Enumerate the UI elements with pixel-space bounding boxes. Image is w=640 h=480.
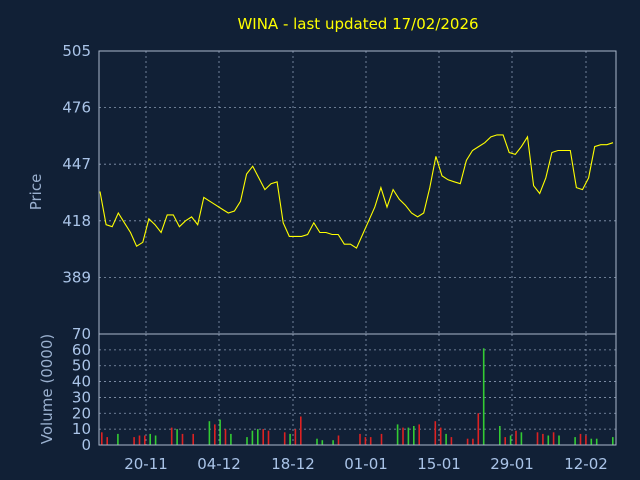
volume-bar — [101, 432, 103, 445]
volume-bar — [230, 433, 232, 445]
volume-bar — [283, 432, 286, 445]
volume-bar — [224, 429, 227, 445]
volume-bar — [482, 348, 485, 445]
volume-y-tick: 30 — [72, 388, 91, 406]
volume-bar — [413, 426, 415, 445]
volume-bar — [515, 430, 517, 445]
volume-bar — [364, 437, 367, 445]
volume-y-tick: 50 — [72, 357, 91, 375]
volume-y-tick: 60 — [72, 341, 91, 359]
volume-bar — [289, 433, 291, 445]
volume-bar — [149, 433, 151, 445]
volume-bar — [595, 438, 598, 445]
volume-bar — [214, 424, 216, 445]
volume-bar — [547, 435, 550, 445]
volume-bar — [558, 435, 560, 445]
volume-bar — [332, 440, 334, 445]
x-tick: 18-12 — [271, 455, 315, 473]
volume-bar — [477, 413, 480, 445]
volume-bar — [542, 433, 544, 445]
volume-bar — [170, 427, 173, 445]
volume-y-tick: 70 — [72, 325, 91, 343]
volume-bar — [257, 429, 259, 445]
volume-bar — [321, 440, 324, 445]
volume-bar — [181, 433, 184, 445]
volume-y-tick: 10 — [72, 420, 91, 438]
price-y-tick: 476 — [62, 99, 91, 117]
volume-bar — [117, 433, 119, 445]
volume-bar — [472, 438, 474, 445]
volume-bar — [590, 438, 593, 445]
price-line — [99, 134, 614, 249]
price-y-tick: 418 — [62, 212, 91, 230]
volume-bar — [396, 424, 399, 445]
volume-bar — [154, 435, 157, 445]
volume-bar — [294, 429, 297, 445]
volume-bar — [579, 433, 582, 445]
volume-y-tick: 0 — [81, 436, 91, 454]
volume-bar — [246, 437, 248, 445]
volume-bar — [300, 416, 302, 445]
volume-grid — [99, 334, 616, 445]
volume-bar — [316, 438, 318, 445]
volume-bar — [536, 432, 539, 445]
volume-bars — [101, 348, 614, 445]
x-tick: 01-01 — [344, 455, 388, 473]
x-tick: 29-01 — [490, 455, 534, 473]
x-tick: 15-01 — [417, 455, 461, 473]
price-y-tick: 505 — [62, 42, 91, 60]
volume-bar — [192, 433, 194, 445]
volume-bar — [262, 429, 264, 445]
volume-bar — [552, 432, 555, 445]
volume-bar — [138, 435, 141, 445]
price-y-tick: 389 — [62, 268, 91, 286]
volume-bar — [106, 437, 108, 445]
price-y-tick-labels: 505 476 447 418 389 — [62, 42, 91, 286]
volume-bar — [504, 437, 506, 445]
volume-bar — [418, 424, 420, 445]
volume-bar — [176, 429, 178, 445]
price-grid — [99, 51, 616, 334]
x-tick: 12-02 — [564, 455, 608, 473]
volume-bar — [369, 437, 372, 445]
volume-bar — [450, 437, 453, 445]
volume-bar — [466, 438, 469, 445]
volume-y-tick: 20 — [72, 404, 91, 422]
volume-bar — [585, 435, 587, 445]
volume-bar — [133, 437, 135, 445]
volume-bar — [407, 427, 410, 445]
volume-bar — [144, 435, 146, 445]
volume-bar — [402, 427, 404, 445]
price-series — [99, 134, 614, 249]
x-tick: 04-12 — [197, 455, 241, 473]
volume-bar — [499, 426, 501, 445]
x-tick: 20-11 — [124, 455, 168, 473]
price-axis-label: Price — [27, 174, 45, 211]
volume-axis-label: Volume (0000) — [38, 334, 56, 444]
volume-bar — [434, 421, 437, 445]
volume-y-tick: 40 — [72, 373, 91, 391]
volume-bar — [439, 427, 442, 445]
volume-panel-frame — [98, 333, 617, 446]
volume-bar — [612, 437, 614, 445]
chart-title: WINA - last updated 17/02/2026 — [237, 15, 478, 33]
volume-bar — [337, 435, 340, 445]
volume-bar — [380, 433, 383, 445]
volume-bar — [267, 430, 270, 445]
volume-bar — [520, 432, 523, 445]
price-y-tick: 447 — [62, 155, 91, 173]
volume-bar — [445, 433, 447, 445]
volume-bar — [208, 421, 211, 445]
volume-bar — [219, 419, 221, 445]
volume-bar — [574, 437, 576, 445]
x-tick-labels: 20-11 04-12 18-12 01-01 15-01 29-01 12-02 — [124, 455, 608, 473]
volume-bar — [359, 433, 361, 445]
volume-bar — [251, 430, 254, 445]
volume-bar — [509, 435, 512, 445]
